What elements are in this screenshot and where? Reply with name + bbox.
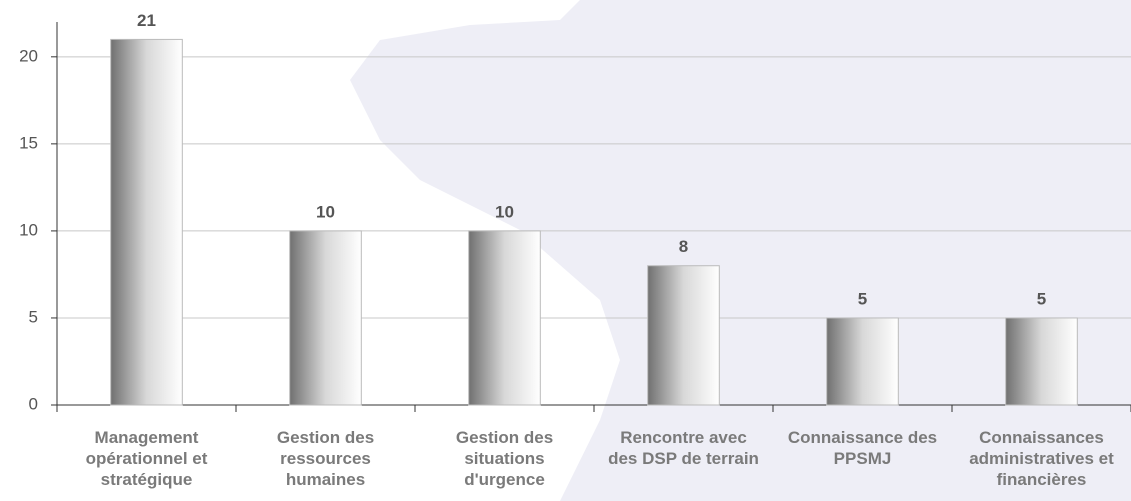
bar xyxy=(826,317,899,406)
y-tick-label: 0 xyxy=(29,394,38,413)
bar xyxy=(1005,317,1078,406)
x-tick-label: Connaissances administratives et financi… xyxy=(969,428,1114,489)
y-tick-label: 20 xyxy=(19,46,38,65)
x-tick-label: Connaissance des PPSMJ xyxy=(787,428,938,468)
bar xyxy=(110,38,183,406)
y-tick-label: 15 xyxy=(19,133,38,152)
y-tick-label: 10 xyxy=(19,220,38,239)
value-label: 21 xyxy=(137,11,156,30)
value-label: 8 xyxy=(679,237,688,256)
bar xyxy=(468,230,541,406)
value-label: 10 xyxy=(316,202,335,221)
y-tick-label: 5 xyxy=(29,307,38,326)
bar xyxy=(289,230,362,406)
x-tick-label: Gestion des ressources humaines xyxy=(276,428,375,489)
value-label: 10 xyxy=(495,202,514,221)
background-map xyxy=(350,0,1131,501)
x-tick-label: Gestion des situations d'urgence xyxy=(455,428,554,489)
x-tick-label: Management opérationnel et stratégique xyxy=(85,428,208,489)
x-tick-label: Rencontre avec des DSP de terrain xyxy=(608,428,759,468)
value-label: 5 xyxy=(1037,289,1046,308)
value-label: 5 xyxy=(858,289,867,308)
bar xyxy=(647,265,720,406)
